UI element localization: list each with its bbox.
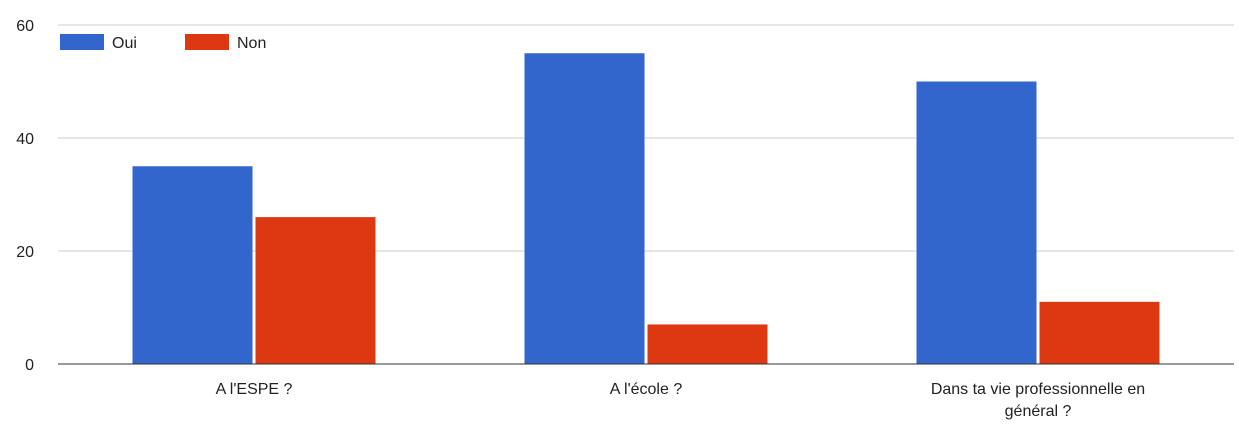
y-tick-label: 40 <box>16 131 34 148</box>
x-tick-label: A l'école ? <box>610 381 683 398</box>
legend-label: Oui <box>112 35 137 52</box>
legend-swatch-oui <box>60 34 104 50</box>
bars <box>132 53 1160 365</box>
y-tick-label: 20 <box>16 244 34 261</box>
legend-swatch-non <box>185 34 229 50</box>
y-tick-label: 0 <box>25 357 34 374</box>
legend[interactable]: Oui Non <box>60 34 266 52</box>
gridlines <box>58 24 1234 252</box>
bar-oui[interactable] <box>132 166 253 364</box>
bar-oui[interactable] <box>916 81 1037 365</box>
x-tick-label: Dans ta vie professionnelle en général ? <box>931 381 1145 420</box>
axes: 0 20 40 60 A l'ESPE ? A l'école ? Dans ta vie … <box>16 18 1234 420</box>
x-tick-label-line: général ? <box>1005 403 1072 420</box>
x-tick-label-line: A l'école ? <box>610 381 683 398</box>
bar-non[interactable] <box>1039 301 1160 364</box>
bar-non[interactable] <box>647 324 768 364</box>
legend-label: Non <box>237 35 266 52</box>
x-tick-label-line: A l'ESPE ? <box>216 381 293 398</box>
x-tick-label-line: Dans ta vie professionnelle en <box>931 381 1145 398</box>
x-tick-label: A l'ESPE ? <box>216 381 293 398</box>
legend-item-oui[interactable]: Oui <box>60 34 137 52</box>
bar-oui[interactable] <box>524 53 645 364</box>
legend-item-non[interactable]: Non <box>185 34 266 52</box>
y-tick-label: 60 <box>16 18 34 35</box>
bar-non[interactable] <box>255 217 376 364</box>
